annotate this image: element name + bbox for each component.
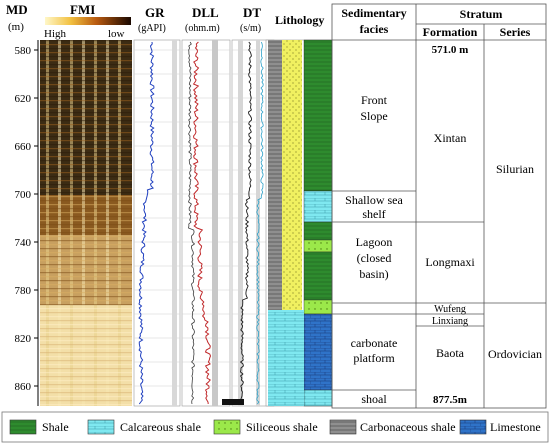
legend-swatch-shale	[9, 419, 37, 435]
lithology-column	[265, 39, 333, 407]
facies-shelf-2: shelf	[362, 207, 385, 221]
depth-tick-label: 580	[15, 45, 32, 57]
header: MD (m) FMI High low GR (gAPI) DLL (ohm.m…	[6, 2, 324, 40]
formation-xintan: Xintan	[434, 131, 467, 145]
depth-tick-label: 700	[15, 189, 32, 201]
facies-header-1: Sedimentary	[341, 6, 406, 20]
bottom-depth-label: 877.5m	[433, 394, 467, 406]
facies-front-slope-1: Front	[361, 93, 388, 107]
facies-lagoon-3: basin)	[359, 267, 388, 281]
lithology-layer	[303, 389, 333, 407]
facies-shelf-1: Shallow sea	[345, 193, 403, 207]
facies-platform-2: platform	[353, 351, 395, 365]
legend-label-calcareous: Calcareous shale	[120, 420, 201, 434]
formation-wufeng: Wufeng	[434, 304, 466, 315]
depth-tick-label: 740	[15, 237, 32, 249]
dt-curve	[239, 41, 252, 405]
fmi-high-label: High	[44, 28, 67, 40]
legend-label-siliceous: Siliceous shale	[246, 420, 318, 434]
fmi-image	[40, 40, 132, 406]
lithology-layer	[303, 39, 333, 192]
depth-axis: 580 620 660 700 740 780 820 860	[15, 40, 39, 406]
fmi-low-label: low	[108, 28, 125, 40]
dt-header: DT	[243, 5, 261, 20]
facies-shoal: shoal	[361, 392, 387, 406]
fmi-color-scale	[45, 17, 131, 25]
series-silurian: Silurian	[496, 162, 534, 176]
depth-tick-label: 820	[15, 333, 32, 345]
depth-tick-label: 620	[15, 93, 32, 105]
gr-header: GR	[145, 5, 165, 20]
facies-lagoon-2: (closed	[357, 251, 392, 265]
dll-shallow-curve	[188, 41, 196, 405]
stratum-header: Stratum	[460, 7, 503, 21]
legend-swatch-limestone	[459, 419, 487, 435]
dt-curve-2	[256, 41, 264, 405]
facies-front-slope-2: Slope	[360, 109, 387, 123]
gr-unit: (gAPI)	[138, 23, 166, 34]
legend-swatch-siliceous	[213, 419, 241, 435]
md-header: MD	[6, 2, 28, 17]
formation-longmaxi: Longmaxi	[425, 255, 475, 269]
dt-unit: (s/m)	[240, 23, 261, 34]
legend-swatch-calcareous	[87, 419, 115, 435]
lithology-layer	[303, 221, 333, 241]
legend-swatch-carbonaceous	[329, 419, 357, 435]
legend: Shale Calcareous shale Siliceous shale C…	[1, 411, 549, 443]
facies-platform-1: carbonate	[351, 336, 398, 350]
formation-baota: Baota	[436, 346, 465, 360]
lithology-header: Lithology	[275, 13, 324, 27]
series-header: Series	[500, 25, 531, 39]
facies-header-2: facies	[360, 22, 389, 36]
fmi-header: FMI	[70, 2, 95, 17]
dll-header: DLL	[192, 5, 219, 20]
log-marker	[222, 399, 244, 405]
legend-label-shale: Shale	[42, 420, 69, 434]
md-unit: (m)	[8, 21, 24, 33]
depth-tick-label: 860	[15, 381, 32, 393]
gr-curve	[138, 41, 155, 405]
legend-label-carbonaceous: Carbonaceous shale	[360, 420, 456, 434]
formation-header: Formation	[423, 25, 478, 39]
legend-label-limestone: Limestone	[490, 420, 541, 434]
lithology-layer	[303, 190, 333, 223]
dll-deep-curve	[192, 41, 212, 405]
lithology-layer	[303, 313, 333, 391]
table-text: Sedimentary facies Stratum Formation Ser…	[341, 6, 542, 406]
lithology-layer	[303, 299, 333, 315]
formation-linxiang: Linxiang	[432, 316, 468, 327]
series-ordovician: Ordovician	[488, 347, 542, 361]
top-depth-label: 571.0 m	[432, 44, 469, 56]
facies-lagoon-1: Lagoon	[356, 235, 393, 249]
stratum-table	[331, 3, 547, 409]
lithology-layer	[303, 251, 333, 301]
dll-unit: (ohm.m)	[185, 23, 220, 34]
depth-tick-label: 660	[15, 141, 32, 153]
lithology-layer	[303, 239, 333, 253]
depth-tick-label: 780	[15, 285, 32, 297]
